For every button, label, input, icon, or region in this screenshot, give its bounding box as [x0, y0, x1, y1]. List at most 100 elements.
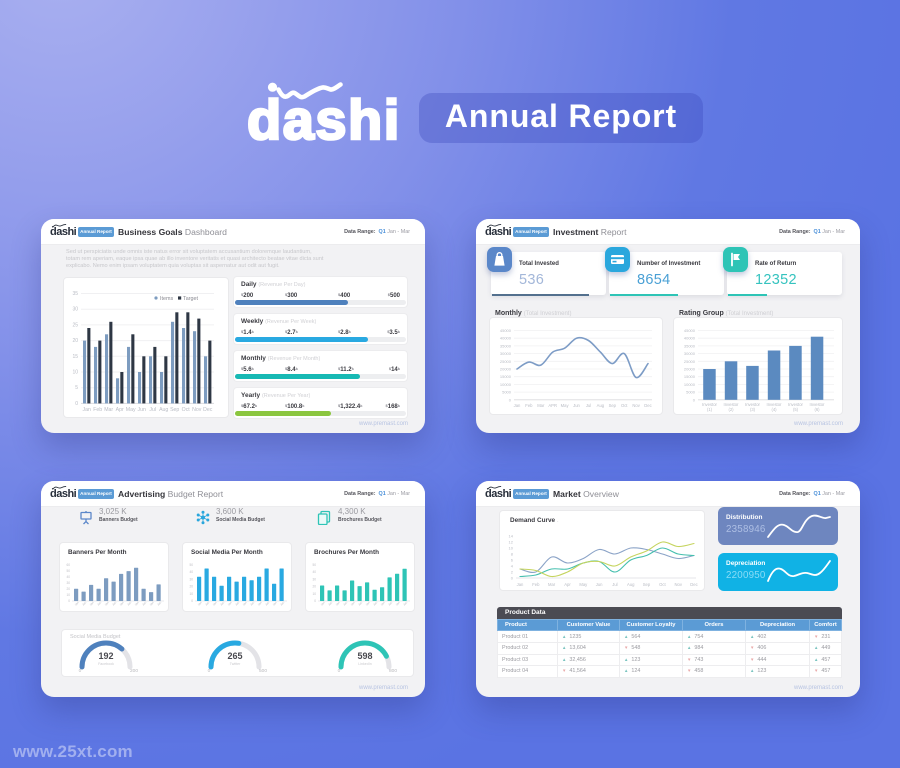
- svg-text:(1): (1): [707, 407, 713, 412]
- svg-text:May: May: [561, 403, 570, 408]
- svg-text:Jan: Jan: [357, 600, 363, 606]
- svg-text:Jan: Jan: [387, 600, 393, 606]
- svg-text:Jan: Jan: [104, 600, 110, 606]
- svg-text:10000: 10000: [684, 382, 696, 387]
- svg-text:Apr: Apr: [116, 407, 124, 413]
- svg-text:Jan: Jan: [111, 600, 117, 606]
- svg-text:192: 192: [98, 651, 113, 661]
- svg-text:May: May: [126, 407, 136, 413]
- svg-text:40000: 40000: [684, 336, 696, 341]
- svg-text:0: 0: [511, 576, 514, 581]
- svg-text:LinkedIn: LinkedIn: [358, 662, 372, 666]
- svg-text:Jan: Jan: [134, 600, 140, 606]
- svg-text:Aug: Aug: [597, 403, 605, 408]
- svg-text:50: 50: [66, 569, 70, 573]
- svg-text:Jan: Jan: [96, 600, 102, 606]
- svg-text:Nov: Nov: [674, 582, 682, 587]
- svg-text:20: 20: [72, 338, 78, 344]
- svg-text:25: 25: [72, 322, 78, 328]
- svg-text:Jan: Jan: [249, 600, 255, 606]
- svg-text:Jan: Jan: [219, 600, 225, 606]
- svg-text:20000: 20000: [684, 367, 696, 372]
- svg-text:Jan: Jan: [279, 600, 285, 606]
- svg-text:Investor: Investor: [724, 402, 740, 407]
- svg-text:6: 6: [511, 558, 514, 563]
- svg-text:0: 0: [79, 668, 82, 674]
- svg-text:Oct: Oct: [182, 407, 191, 413]
- svg-text:Jan: Jan: [342, 600, 348, 606]
- svg-text:Jul: Jul: [612, 582, 617, 587]
- svg-text:0: 0: [75, 401, 78, 407]
- svg-text:Jan: Jan: [119, 600, 125, 606]
- svg-text:Jul: Jul: [149, 407, 156, 413]
- svg-text:Mar: Mar: [104, 407, 113, 413]
- svg-text:15000: 15000: [500, 374, 512, 379]
- svg-text:Jan: Jan: [83, 407, 91, 413]
- svg-text:40: 40: [312, 570, 316, 574]
- svg-text:Jan: Jan: [350, 600, 356, 606]
- svg-text:50: 50: [312, 563, 316, 567]
- svg-text:Items: Items: [160, 296, 173, 302]
- svg-text:Jan: Jan: [141, 600, 147, 606]
- svg-text:Jan: Jan: [514, 403, 521, 408]
- svg-text:25000: 25000: [684, 359, 696, 364]
- svg-text:Jan: Jan: [320, 600, 326, 606]
- svg-text:Target: Target: [183, 296, 198, 302]
- svg-text:598: 598: [357, 651, 372, 661]
- svg-text:5: 5: [75, 385, 78, 391]
- svg-text:APR: APR: [548, 403, 557, 408]
- svg-text:15: 15: [72, 354, 78, 360]
- svg-text:Jan: Jan: [204, 600, 210, 606]
- svg-text:Jan: Jan: [89, 600, 95, 606]
- svg-text:Aug: Aug: [159, 407, 168, 413]
- svg-text:30: 30: [72, 307, 78, 313]
- svg-text:Oct: Oct: [621, 403, 628, 408]
- svg-text:Jan: Jan: [380, 600, 386, 606]
- svg-text:Jan: Jan: [234, 600, 240, 606]
- svg-text:35: 35: [72, 291, 78, 297]
- svg-text:Jun: Jun: [138, 407, 146, 413]
- svg-text:Jan: Jan: [74, 600, 80, 606]
- svg-text:20: 20: [66, 587, 70, 591]
- svg-text:May: May: [579, 582, 588, 587]
- svg-text:Sep: Sep: [170, 407, 179, 413]
- svg-text:0: 0: [191, 599, 193, 603]
- svg-text:Jan: Jan: [257, 600, 263, 606]
- svg-text:10000: 10000: [500, 382, 512, 387]
- svg-text:Dec: Dec: [690, 582, 697, 587]
- svg-text:Jan: Jan: [372, 600, 378, 606]
- svg-text:Investor: Investor: [702, 402, 718, 407]
- svg-text:Jan: Jan: [212, 600, 218, 606]
- svg-text:40000: 40000: [500, 336, 512, 341]
- svg-text:Feb: Feb: [532, 582, 540, 587]
- svg-text:15000: 15000: [684, 374, 696, 379]
- svg-text:10: 10: [72, 370, 78, 376]
- svg-text:10: 10: [312, 592, 316, 596]
- svg-text:Jun: Jun: [596, 582, 603, 587]
- svg-text:500: 500: [259, 668, 267, 674]
- svg-text:Jan: Jan: [81, 600, 87, 606]
- svg-text:Jan: Jan: [517, 582, 524, 587]
- svg-text:5000: 5000: [686, 390, 696, 395]
- svg-text:Aug: Aug: [627, 582, 635, 587]
- svg-text:60: 60: [66, 563, 70, 567]
- svg-text:(4): (4): [771, 407, 777, 412]
- svg-text:(5): (5): [793, 407, 799, 412]
- svg-text:Jan: Jan: [242, 600, 248, 606]
- svg-text:265: 265: [227, 651, 242, 661]
- svg-text:Feb: Feb: [525, 403, 533, 408]
- svg-text:20000: 20000: [500, 367, 512, 372]
- svg-text:Feb: Feb: [93, 407, 102, 413]
- svg-text:Jan: Jan: [402, 600, 408, 606]
- svg-text:Oct: Oct: [659, 582, 666, 587]
- svg-text:Jan: Jan: [227, 600, 233, 606]
- svg-text:Jan: Jan: [335, 600, 341, 606]
- svg-text:30: 30: [66, 581, 70, 585]
- svg-text:45000: 45000: [500, 328, 512, 333]
- svg-text:2: 2: [511, 570, 514, 575]
- svg-text:50: 50: [189, 563, 193, 567]
- svg-text:0: 0: [693, 397, 696, 402]
- svg-text:Jul: Jul: [586, 403, 591, 408]
- svg-text:20: 20: [312, 585, 316, 589]
- svg-text:Nov: Nov: [632, 403, 640, 408]
